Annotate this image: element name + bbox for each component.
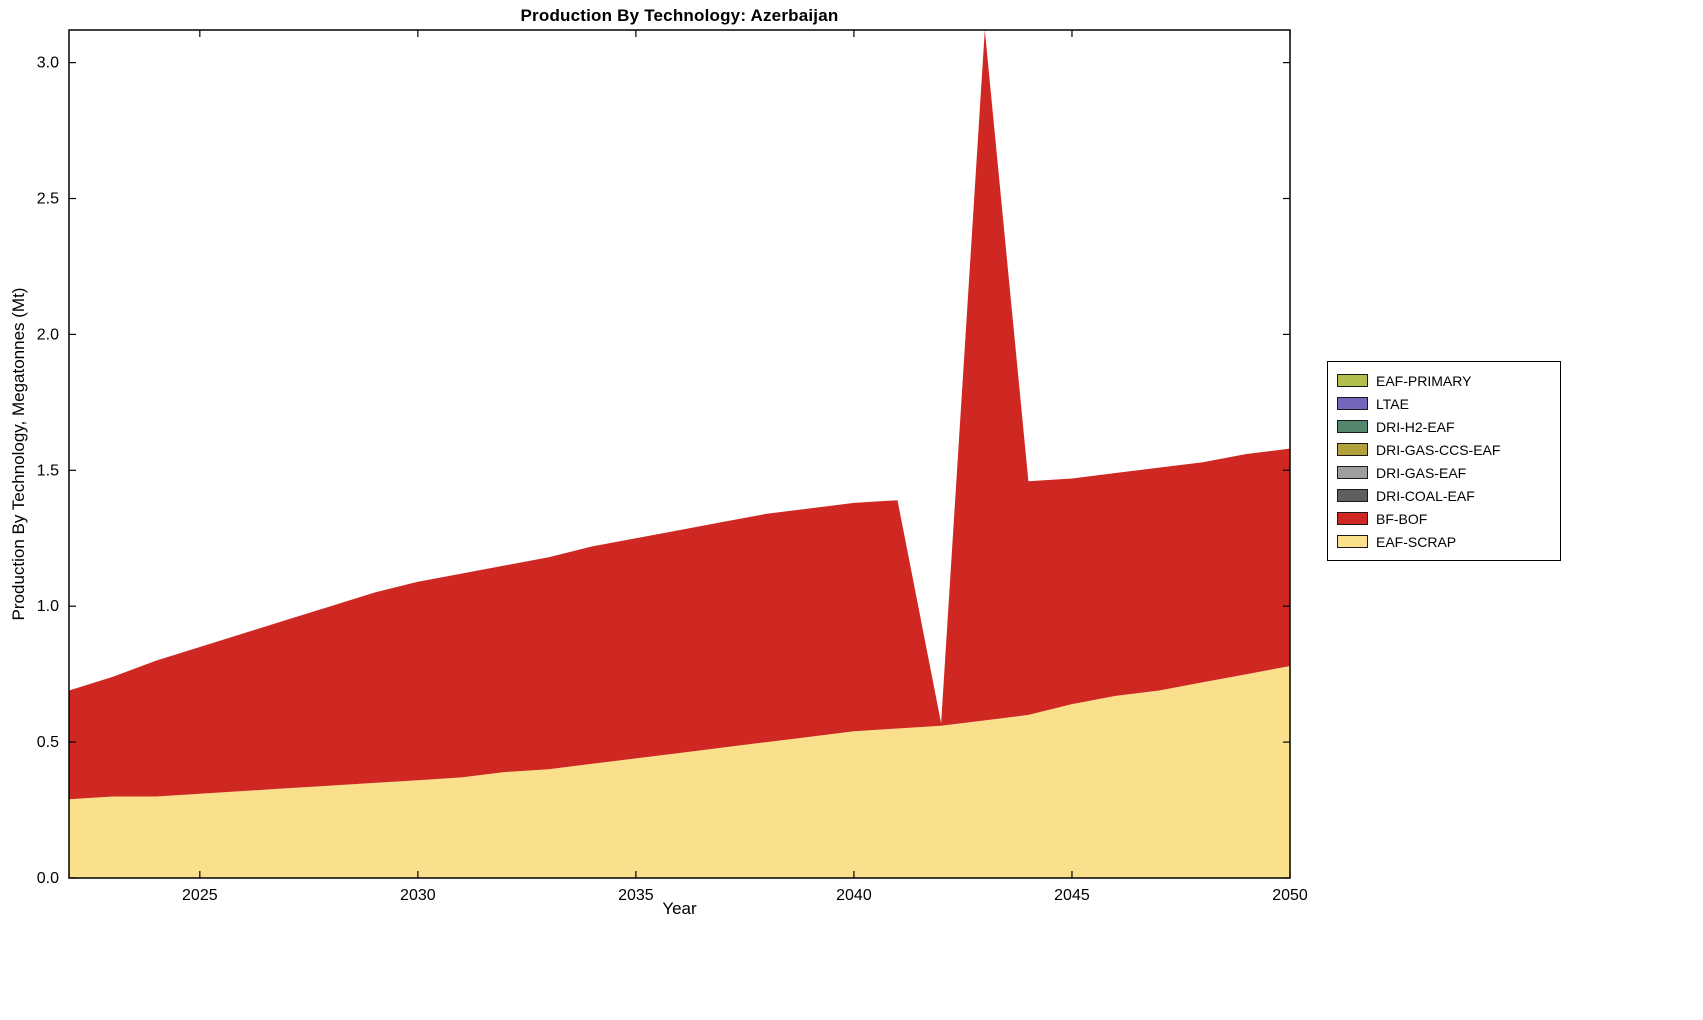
y-tick-label: 0.5 xyxy=(37,734,59,751)
x-tick-label: 2045 xyxy=(1054,887,1090,904)
legend-item-dri-gas-ccs-eaf: DRI-GAS-CCS-EAF xyxy=(1337,438,1551,461)
area-eaf-scrap xyxy=(69,666,1290,878)
y-tick-label: 3.0 xyxy=(37,55,59,72)
legend-item-dri-gas-eaf: DRI-GAS-EAF xyxy=(1337,461,1551,484)
x-axis-label: Year xyxy=(662,899,697,918)
x-tick-label: 2025 xyxy=(182,887,218,904)
legend-swatch-eaf-primary xyxy=(1337,374,1368,387)
legend-label: DRI-GAS-EAF xyxy=(1376,464,1467,481)
x-tick-label: 2035 xyxy=(618,887,654,904)
legend-label: DRI-COAL-EAF xyxy=(1376,487,1475,504)
legend-swatch-dri-coal-eaf xyxy=(1337,489,1368,502)
legend-item-eaf-primary: EAF-PRIMARY xyxy=(1337,369,1551,392)
y-tick-label: 2.0 xyxy=(37,326,59,343)
legend-item-eaf-scrap: EAF-SCRAP xyxy=(1337,530,1551,553)
legend-item-ltae: LTAE xyxy=(1337,392,1551,415)
x-tick-label: 2030 xyxy=(400,887,436,904)
legend-swatch-ltae xyxy=(1337,397,1368,410)
y-tick-label: 1.5 xyxy=(37,462,59,479)
y-tick-label: 1.0 xyxy=(37,598,59,615)
legend-label: EAF-PRIMARY xyxy=(1376,372,1472,389)
legend: EAF-PRIMARY LTAE DRI-H2-EAF DRI-GAS-CCS-EAF… xyxy=(1327,361,1561,561)
legend-item-dri-h2-eaf: DRI-H2-EAF xyxy=(1337,415,1551,438)
legend-label: EAF-SCRAP xyxy=(1376,533,1457,550)
chart-title: Production By Technology: Azerbaijan xyxy=(520,6,839,25)
y-tick-label: 0.0 xyxy=(37,870,59,887)
area-bf-bof xyxy=(69,30,1290,800)
legend-item-dri-coal-eaf: DRI-COAL-EAF xyxy=(1337,484,1551,507)
legend-swatch-dri-h2-eaf xyxy=(1337,420,1368,433)
plot-box xyxy=(68,29,1291,879)
legend-swatch-eaf-scrap xyxy=(1337,535,1368,548)
legend-label: BF-BOF xyxy=(1376,510,1428,527)
y-axis-label: Production By Technology, Megatonnes (Mt… xyxy=(9,287,28,621)
x-tick-label: 2050 xyxy=(1272,887,1308,904)
legend-swatch-dri-gas-eaf xyxy=(1337,466,1368,479)
legend-item-bf-bof: BF-BOF xyxy=(1337,507,1551,530)
legend-label: LTAE xyxy=(1376,395,1409,412)
legend-label: DRI-GAS-CCS-EAF xyxy=(1376,441,1501,458)
x-tick-label: 2040 xyxy=(836,887,872,904)
legend-swatch-bf-bof xyxy=(1337,512,1368,525)
y-tick-label: 2.5 xyxy=(37,191,59,208)
legend-label: DRI-H2-EAF xyxy=(1376,418,1455,435)
legend-swatch-dri-gas-ccs-eaf xyxy=(1337,443,1368,456)
